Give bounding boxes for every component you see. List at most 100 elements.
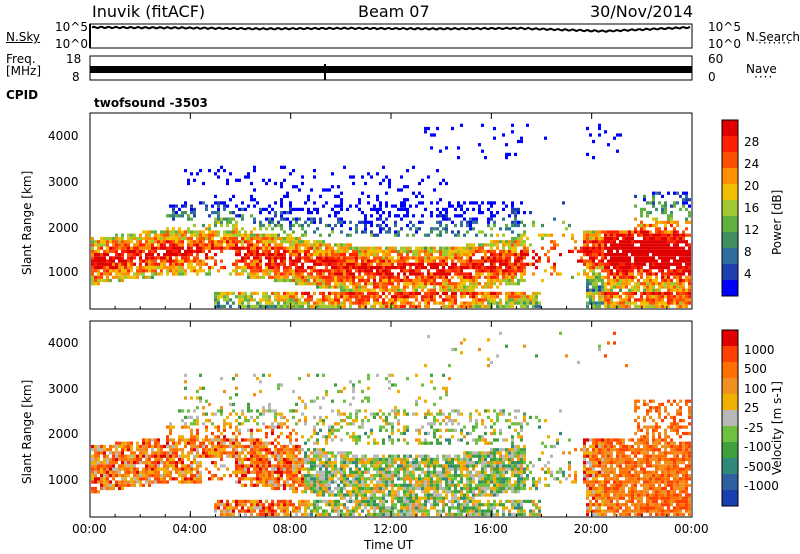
- velocity-cell: [322, 474, 325, 478]
- power-cell: [91, 269, 94, 273]
- power-cell: [619, 262, 622, 266]
- velocity-cell: [328, 461, 331, 465]
- velocity-cell: [325, 461, 328, 465]
- velocity-cell: [160, 448, 163, 452]
- power-cell: [94, 256, 97, 260]
- power-cell: [673, 243, 676, 247]
- velocity-cell: [256, 464, 259, 468]
- velocity-cell: [142, 438, 145, 442]
- power-cell: [295, 301, 298, 305]
- velocity-cell: [229, 512, 232, 517]
- velocity-cell: [190, 464, 193, 468]
- power-cell: [445, 249, 448, 254]
- power-cell: [220, 304, 223, 309]
- power-cell: [91, 246, 94, 250]
- power-cell: [94, 282, 97, 286]
- power-cell: [406, 298, 409, 302]
- power-cell: [244, 233, 247, 237]
- velocity-cell: [106, 480, 109, 484]
- velocity-cell: [298, 509, 301, 513]
- power-cell: [379, 301, 382, 305]
- velocity-cell: [190, 444, 193, 449]
- velocity-cell: [226, 454, 229, 458]
- power-cell: [679, 282, 682, 286]
- power-cell: [217, 291, 220, 296]
- power-cells: [91, 123, 691, 309]
- power-cell: [601, 269, 604, 273]
- power-cell: [445, 211, 448, 215]
- power-cell: [487, 278, 490, 283]
- power-cell: [367, 288, 370, 292]
- power-cell: [661, 269, 664, 273]
- power-cell: [343, 243, 346, 247]
- velocity-cell: [142, 461, 145, 465]
- power-cell: [346, 243, 349, 247]
- power-cell: [343, 259, 346, 263]
- velocity-cell: [112, 477, 115, 481]
- velocity-cell: [184, 454, 187, 458]
- power-cell: [202, 233, 205, 237]
- power-cell: [343, 278, 346, 283]
- power-cell: [262, 178, 265, 182]
- power-cell: [283, 272, 286, 276]
- velocity-cell: [157, 480, 160, 484]
- velocity-cell: [277, 383, 280, 387]
- power-cell: [274, 291, 277, 296]
- power-cell: [235, 230, 238, 234]
- power-cell: [343, 256, 346, 260]
- power-cell: [103, 256, 106, 260]
- power-cell: [640, 220, 643, 224]
- power-cell: [262, 275, 265, 279]
- power-cell: [184, 269, 187, 273]
- power-cell: [496, 301, 499, 305]
- power-cell: [676, 291, 679, 296]
- power-cell: [631, 253, 634, 257]
- velocity-cell: [136, 474, 139, 478]
- power-cell: [388, 246, 391, 250]
- velocity-cell: [241, 467, 244, 471]
- power-cell: [376, 253, 379, 257]
- power-cell: [130, 246, 133, 250]
- power-cell: [250, 253, 253, 257]
- velocity-cell: [187, 477, 190, 481]
- velocity-cell: [262, 480, 265, 484]
- velocity-cell: [232, 470, 235, 474]
- velocity-cell: [241, 499, 244, 504]
- power-cell: [346, 249, 349, 254]
- power-cell: [277, 249, 280, 254]
- power-cell: [364, 223, 367, 228]
- velocity-cell: [142, 470, 145, 474]
- velocity-cell: [319, 499, 322, 504]
- power-cell: [235, 246, 238, 250]
- power-cell: [493, 249, 496, 254]
- velocity-cell: [238, 467, 241, 471]
- velocity-cell: [328, 480, 331, 484]
- power-cell: [172, 207, 175, 212]
- velocity-cell: [166, 441, 169, 445]
- power-cell: [268, 301, 271, 305]
- velocity-cell: [211, 448, 214, 452]
- power-cell: [163, 256, 166, 260]
- power-cell: [148, 240, 151, 244]
- velocity-cell: [91, 454, 94, 458]
- velocity-cell: [292, 454, 295, 458]
- power-cell: [445, 223, 448, 228]
- power-cell: [622, 253, 625, 257]
- power-cell: [478, 259, 481, 263]
- power-cell: [616, 272, 619, 276]
- velocity-cell: [241, 444, 244, 449]
- velocity-cell: [286, 483, 289, 487]
- power-cell: [334, 249, 337, 254]
- power-cell: [427, 282, 430, 286]
- velocity-cell: [226, 415, 229, 420]
- power-cell: [331, 227, 334, 231]
- power-cell: [586, 291, 589, 296]
- velocity-cell: [136, 441, 139, 445]
- power-cell: [391, 278, 394, 283]
- velocity-cell: [313, 448, 316, 452]
- power-cell: [388, 227, 391, 231]
- power-cell: [355, 275, 358, 279]
- velocity-cell: [319, 457, 322, 462]
- velocity-cell: [289, 477, 292, 481]
- power-cell: [385, 256, 388, 260]
